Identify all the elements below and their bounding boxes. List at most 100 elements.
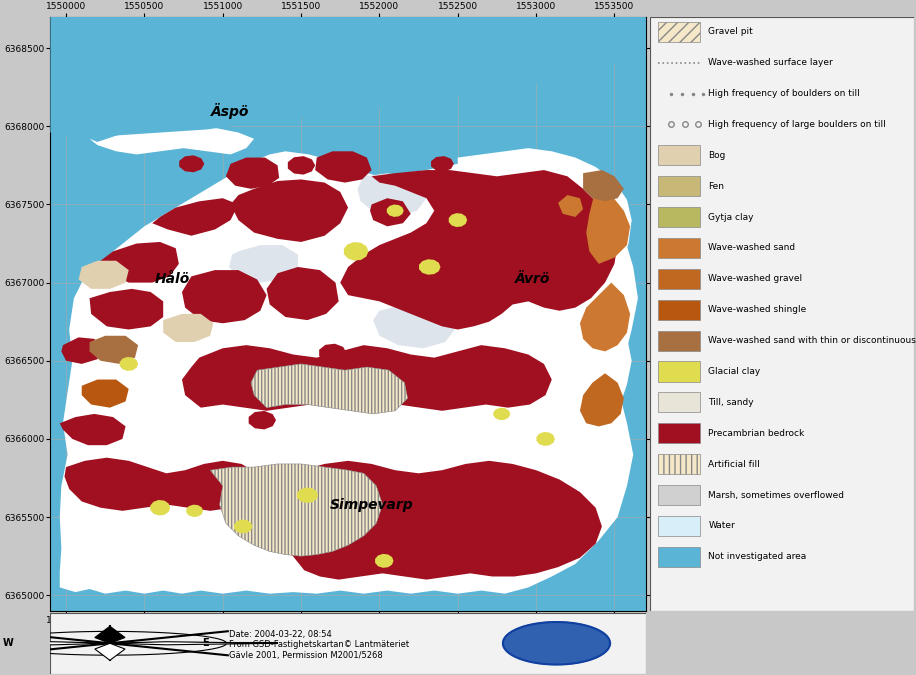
- Polygon shape: [449, 213, 467, 227]
- Text: Simpevarp: Simpevarp: [330, 497, 413, 512]
- Polygon shape: [231, 180, 348, 242]
- Text: High frequency of large boulders on till: High frequency of large boulders on till: [708, 120, 886, 129]
- Polygon shape: [180, 155, 204, 172]
- FancyBboxPatch shape: [659, 485, 701, 505]
- Text: E: E: [202, 639, 208, 648]
- Polygon shape: [267, 267, 339, 320]
- FancyBboxPatch shape: [659, 361, 701, 381]
- Polygon shape: [398, 360, 424, 377]
- Text: Fen: Fen: [708, 182, 725, 190]
- Text: Gytja clay: Gytja clay: [708, 213, 754, 221]
- Text: Precambrian bedrock: Precambrian bedrock: [708, 429, 804, 438]
- Polygon shape: [226, 157, 279, 189]
- Polygon shape: [580, 373, 624, 427]
- FancyBboxPatch shape: [659, 300, 701, 320]
- Polygon shape: [182, 270, 267, 323]
- FancyBboxPatch shape: [659, 423, 701, 443]
- Polygon shape: [60, 414, 125, 446]
- Polygon shape: [90, 289, 163, 329]
- FancyBboxPatch shape: [659, 176, 701, 196]
- Polygon shape: [431, 156, 453, 171]
- Polygon shape: [340, 170, 617, 329]
- Polygon shape: [90, 335, 138, 364]
- Text: Wave-washed shingle: Wave-washed shingle: [708, 305, 807, 315]
- Polygon shape: [586, 189, 630, 264]
- Polygon shape: [248, 411, 276, 429]
- Polygon shape: [95, 626, 125, 643]
- FancyBboxPatch shape: [50, 613, 646, 674]
- Polygon shape: [319, 344, 346, 362]
- FancyBboxPatch shape: [659, 454, 701, 475]
- Polygon shape: [297, 487, 319, 503]
- Polygon shape: [79, 261, 129, 289]
- FancyBboxPatch shape: [659, 22, 701, 42]
- Polygon shape: [458, 148, 632, 587]
- Polygon shape: [503, 622, 610, 664]
- FancyBboxPatch shape: [659, 516, 701, 536]
- Polygon shape: [288, 156, 315, 175]
- Text: Artificial fill: Artificial fill: [708, 460, 760, 468]
- Text: Wave-washed surface layer: Wave-washed surface layer: [708, 58, 834, 67]
- Text: Marsh, sometimes overflowed: Marsh, sometimes overflowed: [708, 491, 845, 500]
- Polygon shape: [315, 151, 372, 182]
- Text: Date: 2004-03-22, 08:54
From GSD-Fastighetskartan© Lantmäteriet
Gävle 2001, Perm: Date: 2004-03-22, 08:54 From GSD-Fastigh…: [229, 630, 409, 659]
- Polygon shape: [0, 642, 110, 645]
- Polygon shape: [82, 379, 129, 408]
- Polygon shape: [375, 554, 394, 568]
- Polygon shape: [289, 461, 602, 580]
- Text: Hålö: Hålö: [155, 273, 191, 286]
- Polygon shape: [580, 283, 630, 352]
- Polygon shape: [210, 464, 383, 556]
- Polygon shape: [251, 364, 408, 414]
- Polygon shape: [494, 408, 510, 420]
- Text: Glacial clay: Glacial clay: [708, 367, 760, 376]
- FancyBboxPatch shape: [659, 269, 701, 289]
- FancyBboxPatch shape: [659, 145, 701, 165]
- Polygon shape: [344, 242, 368, 261]
- Polygon shape: [157, 478, 180, 493]
- Polygon shape: [90, 123, 254, 155]
- Polygon shape: [533, 541, 556, 556]
- Polygon shape: [120, 357, 138, 371]
- Polygon shape: [234, 520, 253, 533]
- Polygon shape: [419, 259, 441, 275]
- Polygon shape: [182, 345, 551, 411]
- Polygon shape: [229, 245, 298, 283]
- Polygon shape: [50, 17, 646, 137]
- Polygon shape: [60, 151, 638, 594]
- Text: Wave-washed gravel: Wave-washed gravel: [708, 274, 802, 284]
- Polygon shape: [462, 546, 486, 563]
- Text: Ävrö: Ävrö: [516, 273, 551, 286]
- Polygon shape: [357, 173, 427, 217]
- Polygon shape: [537, 432, 555, 446]
- Polygon shape: [110, 642, 277, 645]
- Polygon shape: [474, 178, 506, 200]
- Text: N: N: [106, 629, 114, 639]
- Text: Wave-washed sand: Wave-washed sand: [708, 244, 795, 252]
- Polygon shape: [95, 643, 125, 660]
- Polygon shape: [186, 505, 203, 517]
- FancyBboxPatch shape: [659, 238, 701, 258]
- FancyBboxPatch shape: [659, 331, 701, 351]
- Polygon shape: [373, 304, 454, 348]
- Polygon shape: [387, 205, 404, 217]
- FancyBboxPatch shape: [650, 17, 914, 611]
- Polygon shape: [163, 314, 213, 342]
- Text: S: S: [106, 649, 114, 659]
- Polygon shape: [150, 500, 170, 516]
- Polygon shape: [64, 458, 260, 511]
- Polygon shape: [583, 170, 624, 201]
- Text: Not investigated area: Not investigated area: [708, 552, 807, 562]
- FancyBboxPatch shape: [659, 207, 701, 227]
- Text: High frequency of boulders on till: High frequency of boulders on till: [708, 89, 860, 98]
- Polygon shape: [370, 198, 410, 226]
- Text: Wave-washed sand with thin or discontinuous  peat cover: Wave-washed sand with thin or discontinu…: [708, 336, 916, 345]
- Polygon shape: [152, 198, 238, 236]
- FancyBboxPatch shape: [659, 392, 701, 412]
- Text: Till, sandy: Till, sandy: [708, 398, 754, 407]
- Text: W: W: [3, 639, 14, 648]
- Text: Gravel pit: Gravel pit: [708, 27, 753, 36]
- Polygon shape: [61, 338, 104, 364]
- Text: Äspö: Äspö: [212, 103, 250, 119]
- Polygon shape: [101, 242, 179, 283]
